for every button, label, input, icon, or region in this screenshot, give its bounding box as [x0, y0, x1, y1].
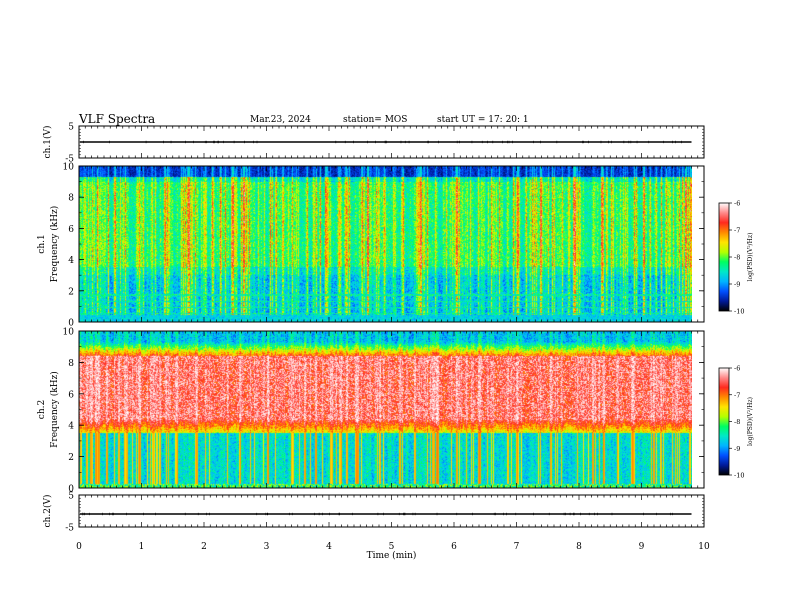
- y-axis-label: ch.2(V): [42, 495, 53, 528]
- x-tick-label: 0: [76, 542, 82, 552]
- y-tick-label: 6: [68, 390, 74, 400]
- y-axis-label: ch.1(V): [42, 126, 53, 159]
- y-tick-label: 6: [68, 225, 74, 235]
- y-tick-label: 10: [63, 163, 75, 173]
- start-time-label: start UT = 17: 20: 1: [437, 115, 529, 125]
- x-tick-label: 5: [389, 542, 395, 552]
- y-tick-label: 0: [68, 319, 74, 329]
- colorbar-tick-label: -10: [734, 472, 744, 480]
- y-tick-label: 0: [68, 485, 74, 495]
- plot-title: VLF Spectra: [79, 112, 156, 126]
- x-tick-label: 7: [514, 542, 520, 552]
- colorbar-tick-label: -9: [734, 445, 740, 453]
- x-tick-label: 1: [139, 542, 145, 552]
- x-axis-label: Time (min): [367, 550, 417, 561]
- y-tick-label: 4: [68, 422, 74, 432]
- colorbar-label: log(PSD)(V²/Hz): [747, 233, 754, 282]
- colorbar-tick-label: -6: [734, 365, 740, 373]
- colorbar-2: [718, 367, 730, 476]
- y-tick-label: 2: [68, 453, 74, 463]
- ch1-spectrogram-image: [79, 166, 692, 322]
- colorbar-tick-label: -9: [734, 281, 740, 289]
- x-tick-label: 4: [326, 542, 332, 552]
- ch2-spectrogram-image: [79, 331, 692, 488]
- colorbar-tick-label: -7: [734, 391, 740, 399]
- y-axis-label: Frequency (kHz): [49, 371, 60, 448]
- y-tick-label: 4: [68, 256, 74, 266]
- station-label: station= MOS: [343, 115, 408, 125]
- y-tick-label: 10: [63, 328, 75, 338]
- colorbar-tick-label: -6: [734, 200, 740, 208]
- date-label: Mar.23, 2024: [250, 115, 311, 125]
- x-tick-label: 9: [639, 542, 645, 552]
- colorbar-tick-label: -8: [734, 418, 740, 426]
- y-axis-label: ch.2: [37, 400, 47, 419]
- colorbar-tick-label: -7: [734, 227, 740, 235]
- y-axis-label: ch.1: [37, 234, 47, 253]
- colorbar-tick-label: -10: [734, 308, 744, 316]
- y-tick-label: -5: [65, 155, 74, 165]
- x-tick-label: 2: [201, 542, 207, 552]
- y-tick-label: 8: [68, 359, 74, 369]
- y-tick-label: 5: [68, 123, 74, 133]
- y-axis-label: Frequency (kHz): [49, 206, 60, 283]
- y-tick-label: 8: [68, 194, 74, 204]
- x-tick-label: 6: [451, 542, 457, 552]
- colorbar-1: [718, 202, 730, 312]
- colorbar-label: log(PSD)(V²/Hz): [747, 397, 754, 446]
- colorbar-tick-label: -8: [734, 254, 740, 262]
- y-tick-label: 5: [68, 492, 74, 502]
- y-tick-label: -5: [65, 524, 74, 534]
- x-tick-label: 3: [264, 542, 270, 552]
- y-tick-label: 2: [68, 287, 74, 297]
- x-tick-label: 10: [698, 542, 710, 552]
- x-tick-label: 8: [576, 542, 582, 552]
